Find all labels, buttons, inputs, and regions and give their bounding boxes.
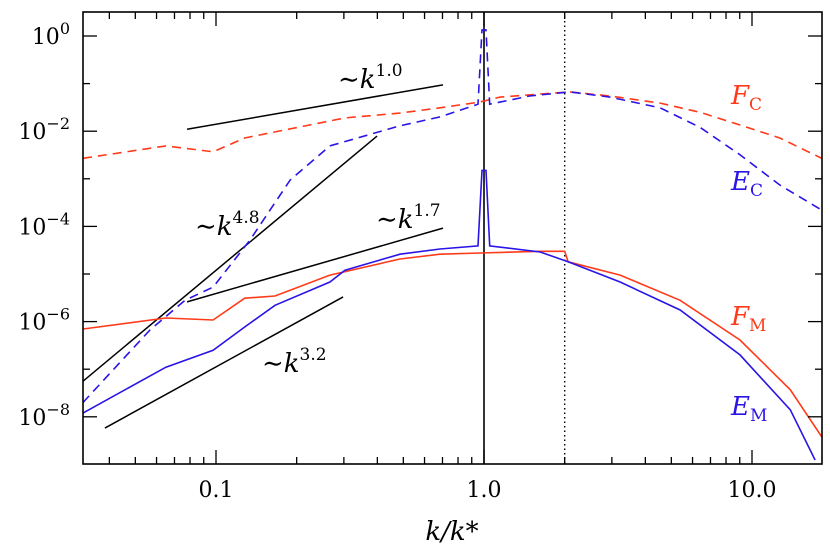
y-tick-labels: 100 10−2 10−4 10−6 10−8 [18,19,70,431]
series-f-c [83,91,822,160]
x-tick-labels: 0.1 1.0 10.0 [199,478,777,503]
x-axis-label: k/k* [425,517,478,547]
reference-label-k1.0: ∼k1.0 [338,61,403,95]
annotations: ∼k1.0 ∼k4.8 ∼k1.7 ∼k3.2 FC EC FM EM [195,61,767,426]
reference-line-k3.2 [104,296,344,429]
plot-marks [83,12,822,464]
series-e-c [83,29,822,404]
y-tick-label: 10−4 [18,209,70,240]
x-tick-label: 1.0 [467,478,502,503]
series-label-f-m: FM [730,302,766,336]
reference-line-k1.0 [186,84,444,130]
reference-line-k1.7 [186,227,444,303]
series-label-e-m: EM [730,392,767,426]
series-label-e-c: EC [730,167,763,201]
axis-ticks [83,12,822,464]
y-tick-label: 100 [32,19,70,50]
plot-frame [82,11,823,465]
series-e-m [83,169,816,461]
reference-label-k1.7: ∼k1.7 [376,201,441,235]
y-tick-label: 10−8 [18,400,70,431]
x-tick-label: 10.0 [728,478,777,503]
reference-label-k4.8: ∼k4.8 [195,208,260,242]
reference-line-k4.8 [83,135,378,382]
reference-label-k3.2: ∼k3.2 [262,345,327,379]
y-tick-label: 10−2 [18,114,70,145]
series-f-m [83,250,822,438]
series-label-f-c: FC [730,81,762,115]
x-tick-label: 0.1 [199,478,234,503]
y-tick-label: 10−6 [18,305,70,336]
